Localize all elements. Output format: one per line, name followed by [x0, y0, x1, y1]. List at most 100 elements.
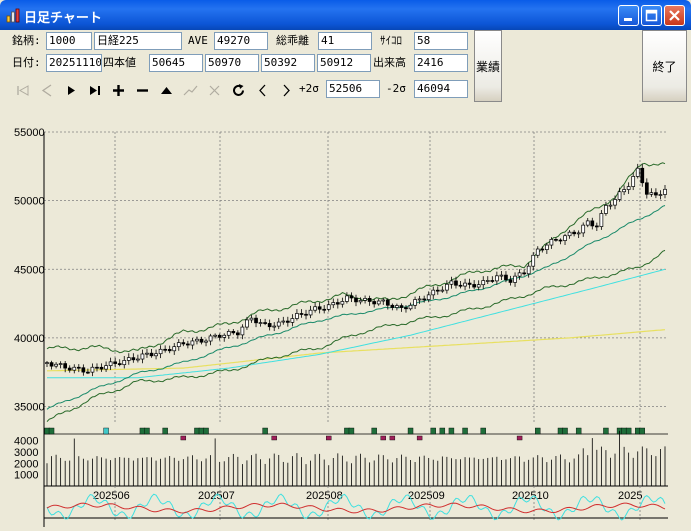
- signal-marker: [103, 427, 109, 435]
- signal-marker: [48, 427, 55, 435]
- plus2sigma-field[interactable]: 52506: [326, 80, 380, 98]
- candle-body: [186, 343, 190, 346]
- open-field[interactable]: 50645: [149, 54, 203, 72]
- candle-body: [399, 305, 404, 308]
- signal-marker: [639, 427, 645, 435]
- minus2sigma-label: -2σ: [386, 82, 406, 95]
- scroll-right-button[interactable]: [276, 80, 298, 101]
- volume-tick-label: 4000: [14, 436, 38, 448]
- maximize-button[interactable]: [641, 5, 662, 26]
- close-icon: [669, 10, 680, 21]
- candle-body: [285, 320, 290, 323]
- scroll-left-button[interactable]: [252, 80, 274, 101]
- candle-body: [58, 363, 63, 365]
- candle-body: [304, 313, 308, 316]
- candle-body: [167, 349, 172, 352]
- minimize-button[interactable]: [618, 5, 639, 26]
- signal-marker: [535, 427, 541, 435]
- candle-body: [263, 322, 267, 324]
- price-tick-label: 55000: [14, 127, 45, 139]
- candle-body: [449, 280, 454, 285]
- candle-body: [390, 304, 395, 308]
- volume-tick-label: 2000: [14, 458, 38, 470]
- candle-body: [513, 275, 517, 283]
- candle-body: [231, 331, 236, 334]
- up-button[interactable]: [156, 80, 178, 101]
- candle-body: [90, 366, 95, 373]
- volume-field[interactable]: 2416: [414, 54, 468, 72]
- candle-body: [485, 280, 490, 282]
- candle-body: [622, 189, 626, 193]
- candle-body: [104, 365, 108, 370]
- signal-marker: [44, 427, 50, 435]
- candle-body: [195, 338, 199, 342]
- candle-body: [572, 231, 576, 235]
- zoom-out-button[interactable]: [132, 80, 154, 101]
- candle-body: [267, 323, 272, 328]
- candle-body: [358, 300, 363, 303]
- chevron-left-icon: [259, 84, 266, 97]
- candle-body: [435, 289, 440, 292]
- volume-label: 出来高: [373, 56, 406, 69]
- low-field[interactable]: 50392: [261, 54, 315, 72]
- candle-body: [199, 338, 204, 343]
- candle-body: [495, 275, 499, 282]
- candle-body: [526, 265, 531, 275]
- deviation-field[interactable]: 41: [318, 32, 372, 50]
- refresh-button[interactable]: [228, 80, 250, 101]
- earnings-button[interactable]: 業績: [474, 30, 502, 102]
- zoom-in-button[interactable]: [108, 80, 130, 101]
- candle-body: [440, 289, 445, 292]
- volume-tick-label: 1000: [14, 470, 38, 482]
- candle-body: [417, 298, 422, 301]
- candle-body: [372, 301, 377, 305]
- price-chart[interactable]: 55000 50000 45000 40000 35000 400030002000100…: [4, 102, 687, 527]
- high-field[interactable]: 50970: [205, 54, 259, 72]
- last-button[interactable]: [84, 80, 106, 101]
- play-button[interactable]: [60, 80, 82, 101]
- candle-body: [581, 224, 586, 234]
- code-field[interactable]: 1000: [46, 32, 92, 50]
- psych-label: ｻｲｺﾛ: [380, 34, 402, 47]
- title-bar[interactable]: 日足チャート: [0, 0, 691, 30]
- minus2sigma-field[interactable]: 46094: [414, 80, 468, 98]
- candle-body: [326, 304, 331, 310]
- candle-body: [54, 363, 58, 367]
- trend-button[interactable]: [180, 80, 202, 101]
- minus-icon: [137, 89, 148, 92]
- prev-button[interactable]: [36, 80, 58, 101]
- month-label: 202509: [408, 490, 445, 502]
- candle-body: [204, 340, 208, 343]
- oscillator-line: [46, 493, 666, 521]
- candle-body: [663, 188, 667, 195]
- name-field[interactable]: 日経225: [94, 32, 182, 50]
- ave-field[interactable]: 49270: [214, 32, 268, 50]
- delete-button[interactable]: [204, 80, 226, 101]
- close-button[interactable]: [664, 5, 685, 26]
- candle-body: [81, 367, 86, 373]
- first-button[interactable]: [12, 80, 34, 101]
- signal-marker: [371, 427, 377, 435]
- ma-long-line: [46, 249, 666, 422]
- signal-marker: [389, 435, 396, 441]
- candle-body: [626, 186, 631, 190]
- candle-body: [158, 348, 163, 355]
- candle-body: [240, 326, 245, 336]
- candle-body: [86, 371, 90, 374]
- candle-body: [454, 280, 458, 286]
- signal-marker: [407, 427, 414, 435]
- signal-marker: [557, 427, 564, 435]
- candle-body: [472, 284, 476, 288]
- triangle-up-icon: [161, 87, 172, 94]
- signal-marker: [603, 427, 609, 435]
- month-label: 202506: [93, 490, 130, 502]
- exit-button[interactable]: 終了: [642, 30, 687, 102]
- signal-marker: [575, 427, 582, 435]
- month-label: 202508: [306, 490, 343, 502]
- close-field[interactable]: 50912: [317, 54, 371, 72]
- candle-body: [554, 239, 558, 241]
- psych-field[interactable]: 58: [414, 32, 468, 50]
- date-field[interactable]: 20251110: [46, 54, 102, 72]
- signal-marker: [344, 427, 350, 435]
- candle-body: [272, 325, 277, 328]
